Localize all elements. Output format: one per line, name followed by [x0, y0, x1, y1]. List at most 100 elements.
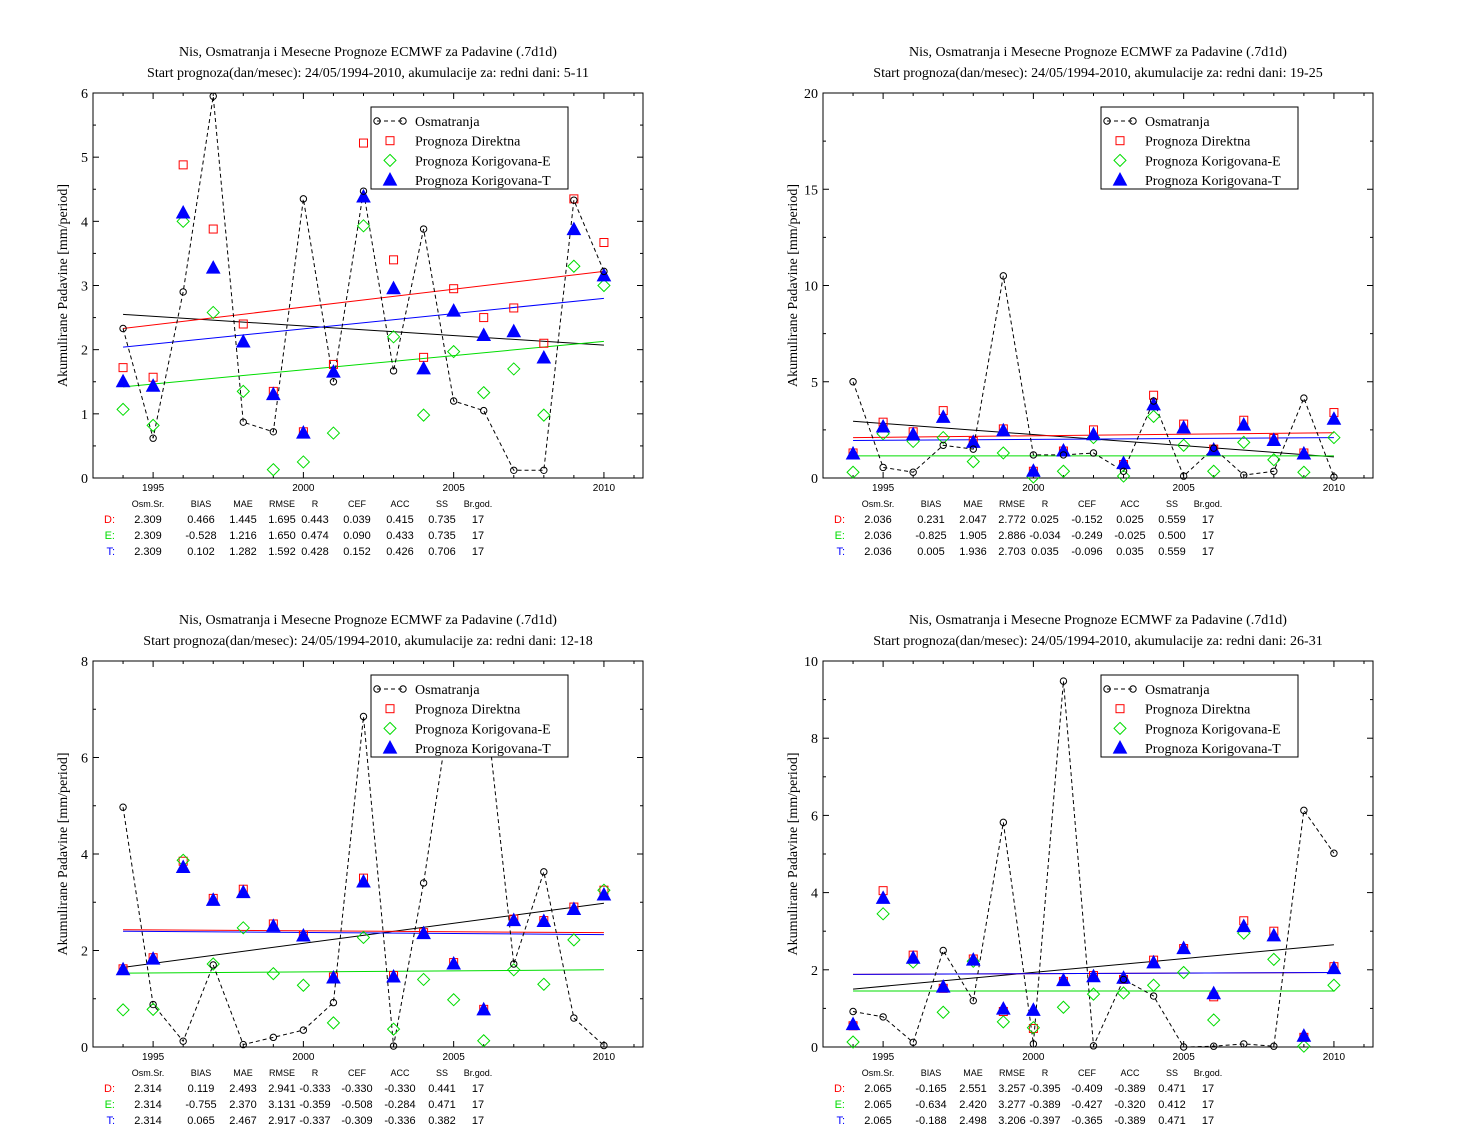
point-observations: [449, 397, 458, 405]
point-corrected-e: [296, 978, 311, 992]
point-corrected-e: [597, 278, 611, 293]
y-tick-label: 2: [811, 964, 818, 979]
stats-value: 2.493: [229, 1083, 257, 1095]
stats-value: 2.309: [134, 546, 162, 558]
stats-value: 17: [1202, 1115, 1214, 1127]
point-observations: [1240, 471, 1248, 479]
legend-marker-direct: [385, 704, 395, 714]
stats-value: 0.559: [1158, 546, 1186, 558]
stats-header: R: [312, 499, 319, 509]
stats-value: 3.206: [998, 1115, 1026, 1127]
stats-value: 0.035: [1031, 546, 1059, 558]
stats-value: -0.409: [1071, 1083, 1102, 1095]
stats-header: RMSE: [999, 499, 1025, 509]
x-tick-label: 1995: [872, 1052, 895, 1063]
legend-marker-observations: [373, 685, 381, 693]
legend-label-corrected-t: Prognoza Korigovana-T: [415, 742, 551, 757]
stats-row-label: T:: [836, 546, 845, 558]
point-direct: [539, 338, 549, 348]
y-tick-label: 4: [81, 215, 88, 230]
stats-value: -0.389: [1029, 1099, 1060, 1111]
stats-row-label: T:: [836, 1115, 845, 1127]
trend-line-observations: [122, 902, 604, 968]
point-corrected-e: [846, 1035, 860, 1049]
y-tick-label: 8: [811, 732, 818, 747]
y-tick-label: 2: [81, 344, 88, 359]
stats-value: -0.825: [915, 530, 946, 542]
point-observations: [879, 463, 887, 472]
stats-value: 0.025: [1116, 514, 1144, 526]
point-corrected-t: [1086, 968, 1101, 983]
point-corrected-e: [966, 954, 980, 969]
point-direct: [208, 224, 218, 234]
stats-value: 2.420: [959, 1099, 987, 1111]
trend-line-corrected-e: [123, 969, 604, 974]
point-observations: [879, 1013, 887, 1021]
point-corrected-t: [175, 204, 191, 219]
legend-label-observations: Osmatranja: [1145, 683, 1210, 698]
point-direct: [419, 352, 429, 362]
legend-label-observations: Osmatranja: [415, 115, 480, 130]
point-corrected-t: [935, 409, 951, 423]
point-corrected-t: [1266, 432, 1282, 446]
stats-value: -0.165: [915, 1083, 946, 1095]
point-corrected-t: [995, 422, 1011, 437]
stats-value: 0.090: [343, 530, 371, 542]
point-corrected-t: [1236, 918, 1252, 933]
point-observations: [999, 818, 1008, 827]
stats-value: 0.500: [1158, 530, 1186, 542]
stats-row-label: D:: [834, 1083, 845, 1095]
stats-value: 2.886: [998, 530, 1026, 542]
point-corrected-t: [476, 327, 492, 342]
x-tick-label: 2005: [1173, 483, 1196, 494]
y-tick-label: 10: [804, 655, 818, 670]
legend-label-corrected-e: Prognoza Korigovana-E: [415, 722, 551, 737]
point-corrected-t: [235, 333, 251, 348]
point-observations: [969, 445, 977, 453]
stats-value: 2.065: [864, 1083, 892, 1095]
point-corrected-t: [1176, 940, 1191, 955]
stats-value: -0.755: [185, 1099, 216, 1111]
legend-label-corrected-e: Prognoza Korigovana-E: [1145, 722, 1281, 737]
y-tick-label: 20: [804, 87, 818, 102]
x-tick-label: 2010: [1323, 483, 1346, 494]
stats-value: -0.427: [1071, 1099, 1102, 1111]
legend-marker-observations: [1129, 117, 1137, 125]
stats-value: 0.466: [187, 514, 215, 526]
stats-value: 0.415: [386, 514, 414, 526]
y-tick-label: 6: [81, 752, 88, 767]
x-tick-label: 2010: [593, 483, 616, 494]
stats-value: 2.467: [229, 1115, 257, 1127]
point-corrected-e: [936, 430, 950, 445]
y-tick-label: 6: [81, 87, 88, 102]
stats-header: CEF: [1078, 499, 1097, 509]
stats-value: 3.257: [998, 1083, 1026, 1095]
point-corrected-t: [995, 1001, 1011, 1015]
x-tick-label: 1995: [872, 483, 895, 494]
point-corrected-t: [1026, 1002, 1041, 1016]
stats-header: MAE: [963, 1068, 983, 1078]
legend-label-observations: Osmatranja: [415, 683, 480, 698]
legend-marker-observations: [399, 685, 407, 693]
point-corrected-e: [507, 963, 521, 977]
point-corrected-t: [115, 373, 131, 388]
point-corrected-t: [845, 1016, 861, 1031]
stats-value: 0.025: [1031, 514, 1059, 526]
x-tick-label: 2010: [1323, 1052, 1346, 1063]
point-observations: [1029, 1040, 1038, 1048]
y-tick-label: 5: [811, 376, 818, 391]
stats-row-label: E:: [105, 1099, 115, 1111]
point-observations: [1149, 397, 1158, 405]
point-corrected-t: [506, 323, 522, 338]
stats-header: RMSE: [269, 1068, 295, 1078]
observations-line: [122, 96, 605, 471]
point-corrected-e: [416, 408, 431, 422]
point-corrected-e: [1056, 464, 1071, 478]
point-corrected-e: [996, 446, 1011, 460]
y-tick-label: 2: [81, 945, 88, 960]
stats-value: 17: [472, 1083, 484, 1095]
stats-header: Br.god.: [464, 499, 493, 509]
point-corrected-t: [875, 418, 891, 433]
